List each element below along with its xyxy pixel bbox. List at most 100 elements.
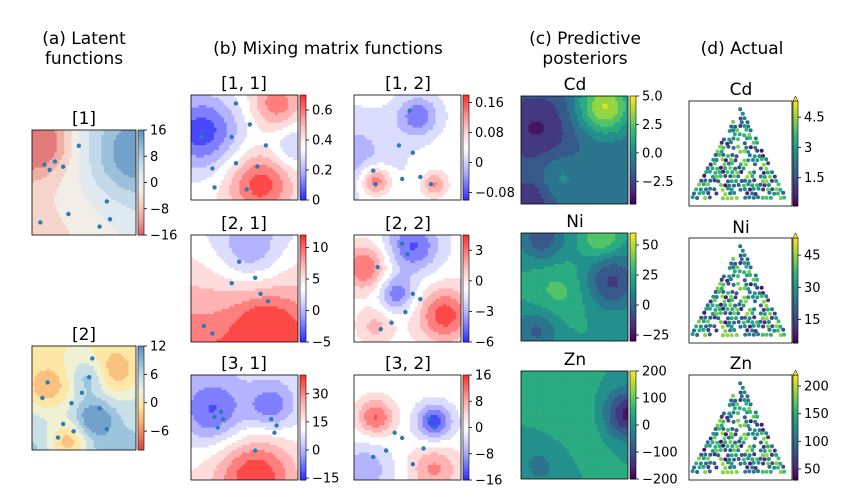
heatmap-cell xyxy=(201,95,205,99)
heatmap-cell xyxy=(231,192,235,196)
heatmap-cell xyxy=(59,227,63,231)
heatmap-cell xyxy=(118,187,122,191)
heatmap-cell xyxy=(123,360,127,364)
heatmap-cell xyxy=(118,440,122,444)
heatmap-cell xyxy=(103,165,107,169)
heatmap-cell xyxy=(108,368,112,372)
heatmap-cell xyxy=(32,215,36,219)
heatmap-cell xyxy=(269,160,274,164)
heatmap-cell xyxy=(71,385,75,389)
heatmap-cell xyxy=(118,220,122,224)
heatmap-cell xyxy=(79,388,83,392)
sample-point xyxy=(69,401,74,406)
heatmap-cell xyxy=(249,120,253,124)
heatmap-cell xyxy=(39,440,43,444)
heatmap-cell xyxy=(259,117,263,121)
heatmap-cell xyxy=(34,346,38,350)
heatmap-cell xyxy=(103,232,107,235)
heatmap-cell xyxy=(36,350,41,355)
heatmap-cell xyxy=(113,353,117,357)
heatmap-cell xyxy=(66,190,70,194)
heatmap-cell xyxy=(111,437,115,441)
heatmap-cell xyxy=(103,395,107,399)
heatmap-cell xyxy=(126,185,130,189)
heatmap-cell xyxy=(74,358,78,362)
heatmap-cell xyxy=(54,180,58,184)
heatmap-cell xyxy=(116,375,120,379)
heatmap-cell xyxy=(116,420,120,424)
heatmap-cell xyxy=(111,155,115,159)
heatmap-cell xyxy=(79,155,83,159)
heatmap-cell xyxy=(118,232,122,235)
heatmap-cell xyxy=(91,420,95,424)
heatmap-cell xyxy=(118,385,122,389)
heatmap-cell xyxy=(66,142,70,146)
heatmap-cell xyxy=(118,215,122,219)
heatmap-cell xyxy=(36,432,41,436)
heatmap-cell xyxy=(201,110,205,114)
heatmap-cell xyxy=(126,373,130,377)
heatmap-cell xyxy=(133,130,136,134)
heatmap-cell xyxy=(46,447,50,450)
heatmap-cell xyxy=(231,97,235,101)
heatmap-cell xyxy=(106,385,110,389)
heatmap-cell xyxy=(241,162,246,166)
heatmap-cell xyxy=(81,207,85,211)
heatmap-cell xyxy=(34,445,38,449)
heatmap-cell xyxy=(32,172,36,176)
heatmap-cell xyxy=(221,110,225,114)
heatmap-cell xyxy=(34,185,38,189)
heatmap-cell xyxy=(51,375,55,379)
heatmap-cell xyxy=(76,167,80,171)
heatmap-cell xyxy=(128,147,132,151)
heatmap-cell xyxy=(128,405,132,409)
heatmap-cell xyxy=(229,122,233,126)
heatmap-cell xyxy=(93,410,97,414)
heatmap-cell xyxy=(76,363,80,367)
heatmap-cell xyxy=(116,165,120,169)
heatmap-cell xyxy=(64,132,68,136)
heatmap-cell xyxy=(267,102,271,106)
heatmap-cell xyxy=(74,212,78,216)
heatmap-cell xyxy=(96,230,100,234)
heatmap-cell xyxy=(121,222,125,226)
heatmap-cell xyxy=(111,225,115,229)
heatmap-cell xyxy=(71,212,75,216)
heatmap-cell xyxy=(247,192,251,196)
heatmap-cell xyxy=(101,202,105,206)
heatmap-cell xyxy=(101,383,105,387)
heatmap-cell xyxy=(257,140,261,144)
heatmap-cell xyxy=(93,445,97,449)
heatmap-cell xyxy=(262,160,266,164)
heatmap-cell xyxy=(71,220,75,224)
heatmap-cell xyxy=(203,140,207,144)
heatmap-cell xyxy=(59,370,63,374)
heatmap-cell xyxy=(88,225,93,229)
heatmap-cell xyxy=(203,95,207,99)
heatmap-cell xyxy=(39,348,43,352)
heatmap-cell xyxy=(32,393,36,397)
heatmap-cell xyxy=(224,187,228,191)
heatmap-cell xyxy=(93,353,97,357)
heatmap-cell xyxy=(226,157,230,161)
heatmap-cell xyxy=(76,185,80,189)
heatmap-cell xyxy=(111,222,115,226)
heatmap-cell xyxy=(131,137,135,141)
heatmap-cell xyxy=(59,417,63,421)
heatmap-cell xyxy=(252,157,256,161)
heatmap-cell xyxy=(226,147,230,151)
heatmap-cell xyxy=(84,440,88,444)
heatmap-cell xyxy=(96,215,100,219)
heatmap-cell xyxy=(267,130,271,134)
heatmap-cell xyxy=(259,167,263,171)
heatmap-cell xyxy=(236,180,241,184)
heatmap-cell xyxy=(213,177,218,181)
heatmap-cell xyxy=(126,437,130,441)
heatmap-cell xyxy=(86,167,90,171)
heatmap-cell xyxy=(71,373,75,377)
heatmap-cell xyxy=(211,130,215,134)
heatmap-cell xyxy=(39,197,43,201)
colorbar-segment xyxy=(138,346,144,350)
heatmap-cell xyxy=(229,150,233,154)
heatmap-cell xyxy=(88,422,93,426)
